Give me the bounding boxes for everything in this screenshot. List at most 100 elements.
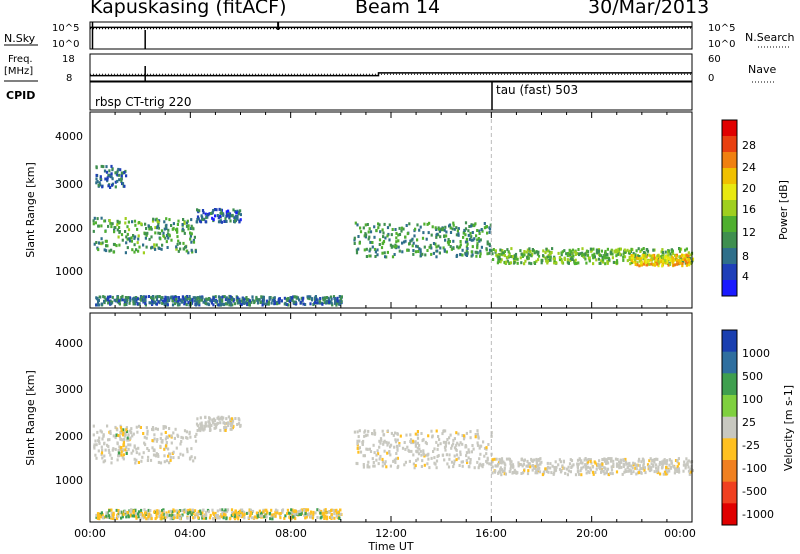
velocity-cell-305 [230,424,233,428]
velocity-cell-782 [668,463,671,467]
power-cell-62 [170,238,173,242]
power-cell-99 [138,221,141,224]
velocity-cell-1611 [232,513,235,516]
power-cell-45 [165,234,169,237]
velocity-cell-1328 [260,511,263,515]
velocity-cell-44 [134,461,137,465]
velocity-cell-1219 [266,510,269,514]
velocity-cell-1625 [175,509,178,513]
power-cell-302 [239,218,242,222]
power-cell-1079 [505,260,508,264]
velocity-cell-1035 [586,465,589,469]
velocity-cell-1627 [173,516,176,520]
power-cell-20 [126,232,129,236]
power-cell-639 [426,222,429,226]
power-cell-387 [236,215,239,218]
power-cell-464 [381,251,384,255]
velocity-cell-321 [204,415,207,419]
velocity-cell-1411 [283,516,286,520]
velocity-cell-445 [469,460,472,464]
velocity-cell-999 [584,463,587,467]
velocity-cell-1595 [207,510,210,514]
power-cell-1678 [171,299,174,303]
velocity-cell-949 [504,472,507,476]
velocity-cell-18 [180,440,183,443]
power-cell-1131 [540,261,543,265]
velocity-cell-1506 [225,517,228,521]
velocity-cell-88 [117,448,120,452]
velocity-cell-1524 [205,513,208,517]
velocity-cell-582 [486,461,489,465]
velocity-cell-326 [207,420,210,424]
power-cell-933 [535,250,538,254]
velocity-cell-1180 [142,516,145,520]
power-cell-522 [464,227,468,231]
velocity-cell-422 [416,441,419,445]
velocity-cell-313 [199,429,202,433]
velocity-cell-300 [219,421,222,425]
power-cell-569 [452,246,455,250]
velocity-cell-255 [237,422,241,426]
velocity-cell-335 [195,422,199,426]
power-cell-1467 [107,301,110,305]
power-cell-648 [393,245,396,249]
power-cell-137 [167,228,170,232]
velocity-cell-1487 [270,508,273,512]
velocity-cell-1062 [589,459,592,463]
x-tick-3: 12:00 [375,527,407,540]
power-cell-252 [111,167,114,171]
velocity-cell-218 [116,442,119,446]
power-cell-1472 [186,296,189,300]
velocity-cell-1519 [276,509,279,513]
power-cell-1619 [226,297,229,301]
velocity-cell-1548 [141,513,144,517]
power-cell-856 [514,252,518,256]
velocity-cell-266 [199,424,202,428]
velocity-cell-125 [124,432,127,436]
power-cell-452 [488,251,491,255]
velocity-cell-742 [674,459,678,462]
power-cell-758 [551,247,554,251]
velocity-cell-1433 [236,515,239,519]
power-cell-916 [576,251,579,255]
power-cell-18 [145,245,148,249]
velocity-cell-115 [170,441,173,445]
velocity-cell-360 [438,438,441,442]
power-cell-282 [117,167,120,171]
power-cell-1409 [261,300,264,304]
power-cell-987 [581,251,584,255]
velocity-cell-990 [600,469,603,473]
velocity-cell-320 [211,420,214,424]
power-cell-223 [193,235,196,239]
velocity-cell-178 [109,432,112,435]
velocity-cell-684 [656,457,659,461]
power-cell-369 [218,207,221,211]
velocity-cell-20 [101,456,104,460]
velocity-cell-567 [431,434,434,438]
velocity-cell-761 [555,465,558,469]
power-cell-274 [110,172,113,176]
power-cell-22 [181,229,184,233]
velocity-ytick-3000: 3000 [55,383,83,396]
velocity-cell-1172 [310,510,313,514]
velocity-cell-349 [200,421,203,425]
velocity-cell-345 [201,424,204,428]
power-cell-1063 [600,254,603,258]
power-cell-1382 [181,295,184,299]
power-cell-443 [445,230,448,234]
power-cell-1651 [95,303,98,307]
power-cell-809 [519,256,522,260]
power-cell-1250 [671,261,674,265]
power-cell-1204 [665,254,668,258]
power-cell-1747 [113,298,116,302]
velocity-cell-1435 [310,515,313,519]
velocity-cell-322 [218,417,221,421]
velocity-cell-459 [396,448,399,452]
velocity-cell-602 [416,430,419,433]
power-cell-1809 [325,300,328,304]
velocity-cell-1473 [339,508,342,512]
power-colorbar-swatch-2 [722,152,737,169]
velocity-cell-354 [448,453,451,457]
velocity-cell-947 [655,457,658,461]
power-cell-634 [468,237,471,241]
